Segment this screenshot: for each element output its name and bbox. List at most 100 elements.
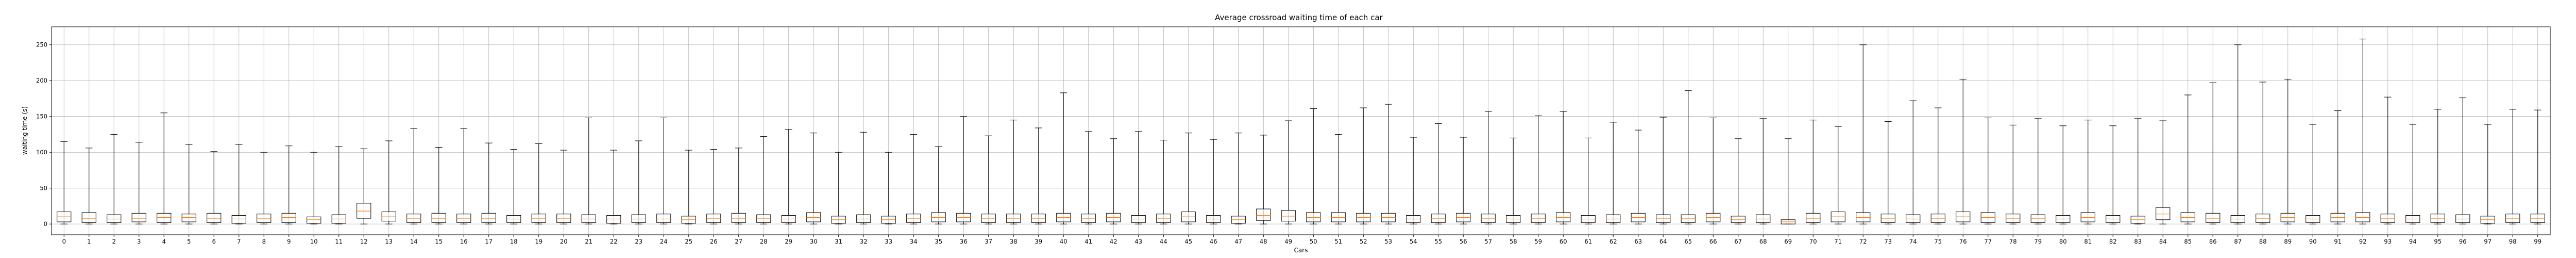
x-tick-label: 76 [1959,238,1967,245]
x-tick-label: 20 [560,238,568,245]
box-71 [1831,126,1845,224]
x-tick-label: 23 [635,238,642,245]
box-88 [2256,82,2270,224]
box-34 [906,134,921,224]
box-3 [131,142,146,224]
x-tick-label: 14 [410,238,418,245]
box-40 [1056,92,1071,224]
box-57 [1481,111,1496,224]
x-tick-label: 57 [1484,238,1492,245]
box-body [1281,210,1296,222]
x-tick-label: 95 [2434,238,2442,245]
box-25 [681,150,696,224]
box-5 [181,144,196,224]
box-79 [2030,118,2045,224]
x-tick-label: 2 [112,238,116,245]
box-35 [931,146,946,224]
x-tick-label: 49 [1284,238,1292,245]
box-95 [2430,109,2445,224]
x-tick-label: 54 [1410,238,1417,245]
x-tick-label: 72 [1859,238,1867,245]
box-body [631,214,646,223]
box-body [1731,216,1745,223]
box-54 [1406,137,1421,224]
box-56 [1456,137,1471,224]
box-body [131,213,146,222]
box-51 [1331,134,1346,224]
x-tick-label: 75 [1934,238,1942,245]
box-8 [257,152,272,224]
x-tick-label: 9 [287,238,291,245]
x-tick-label: 88 [2259,238,2267,245]
box-body [2180,212,2195,222]
box-62 [1606,122,1621,224]
x-tick-label: 37 [985,238,992,245]
x-tick-label: 81 [2084,238,2092,245]
box-42 [1106,138,1121,224]
x-tick-label: 10 [310,238,318,245]
box-body [1556,212,1571,222]
x-tick-label: 79 [2034,238,2042,245]
x-tick-label: 39 [1035,238,1042,245]
y-tick-label: 250 [36,41,47,49]
box-body [1681,214,1696,223]
x-tick-label: 1 [87,238,91,245]
box-12 [357,148,371,224]
box-body [1656,214,1671,223]
box-49 [1281,120,1296,224]
box-86 [2206,82,2221,224]
box-60 [1556,111,1571,224]
box-body [856,214,871,223]
x-tick-label: 58 [1510,238,1517,245]
box-66 [1706,117,1721,224]
box-17 [481,142,496,224]
box-body [2355,212,2370,222]
box-13 [381,140,396,224]
x-tick-label: 89 [2284,238,2292,245]
box-body [656,214,671,223]
box-14 [406,128,421,224]
x-tick-label: 33 [885,238,892,245]
x-tick-label: 78 [2009,238,2017,245]
box-78 [2006,124,2021,224]
x-tick-label: 13 [385,238,393,245]
x-tick-label: 24 [660,238,668,245]
box-82 [2106,125,2121,224]
box-33 [881,152,896,224]
box-67 [1731,138,1745,224]
box-83 [2130,118,2145,224]
box-89 [2280,78,2295,224]
box-84 [2156,120,2171,224]
box-0 [57,141,72,224]
box-92 [2355,39,2370,224]
x-tick-label: 45 [1184,238,1192,245]
box-23 [631,140,646,224]
box-99 [2530,109,2545,224]
box-body [231,215,246,224]
x-tick-label: 68 [1759,238,1767,245]
axes-frame [51,26,2551,235]
x-tick-label: 64 [1659,238,1667,245]
x-tick-label: 61 [1584,238,1592,245]
x-tick-label: 30 [810,238,818,245]
box-41 [1081,131,1096,224]
x-tick-label: 12 [360,238,368,245]
chart-title: Average crossroad waiting time of each c… [1215,13,1383,22]
box-body [307,216,321,224]
box-22 [606,150,621,224]
box-body [357,203,371,219]
box-44 [1156,140,1171,224]
x-axis-label: Cars [1294,247,1308,254]
box-80 [2056,125,2071,224]
x-tick-label: 6 [212,238,216,245]
x-tick-label: 21 [585,238,592,245]
x-tick-label: 65 [1684,238,1692,245]
x-tick-label: 41 [1084,238,1092,245]
box-series [57,39,2545,224]
box-53 [1381,104,1396,224]
box-body [2030,214,2045,223]
box-body [2455,214,2470,223]
y-axis-label: waiting time (s) [21,106,28,155]
